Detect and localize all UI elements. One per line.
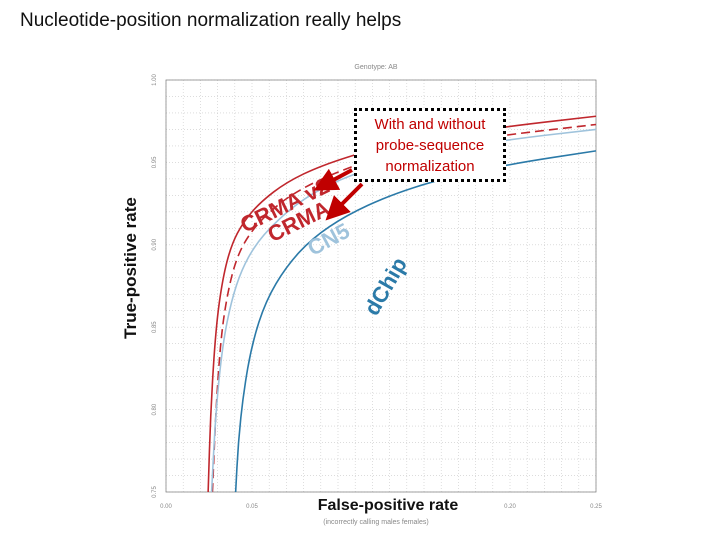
x-tick-label: 0.05 — [246, 504, 258, 510]
y-tick-label: 0.85 — [152, 321, 158, 333]
x-axis-sublabel: (incorrectly calling males females) — [323, 519, 428, 526]
annotation-text: With and without probe-sequence normaliz… — [374, 115, 486, 175]
arrow-to-crma — [325, 182, 364, 221]
series-line-dchip — [234, 150, 597, 493]
arrow-to-crma-v2 — [313, 168, 353, 191]
label-dchip: dChip — [359, 253, 412, 319]
y-axis-label: True-positive rate — [121, 197, 140, 339]
annotation-box: With and without probe-sequence normaliz… — [354, 108, 506, 182]
y-tick-label: 0.90 — [152, 238, 158, 250]
y-tick-label: 0.95 — [152, 156, 158, 168]
plot-frame — [165, 79, 597, 493]
y-tick-label: 0.75 — [152, 486, 158, 498]
grid-layer — [165, 79, 597, 493]
x-tick-label: 0.20 — [504, 504, 516, 510]
chart-subtitle: Genotype: AB — [354, 64, 398, 71]
y-tick-label: 1.00 — [152, 74, 158, 86]
slide-title: Nucleotide-position normalization really… — [20, 10, 402, 31]
x-tick-label: 0.25 — [590, 504, 602, 510]
x-axis-label: False-positive rate — [306, 494, 470, 518]
y-tick-label: 0.80 — [152, 403, 158, 415]
x-tick-label: 0.00 — [160, 504, 172, 510]
